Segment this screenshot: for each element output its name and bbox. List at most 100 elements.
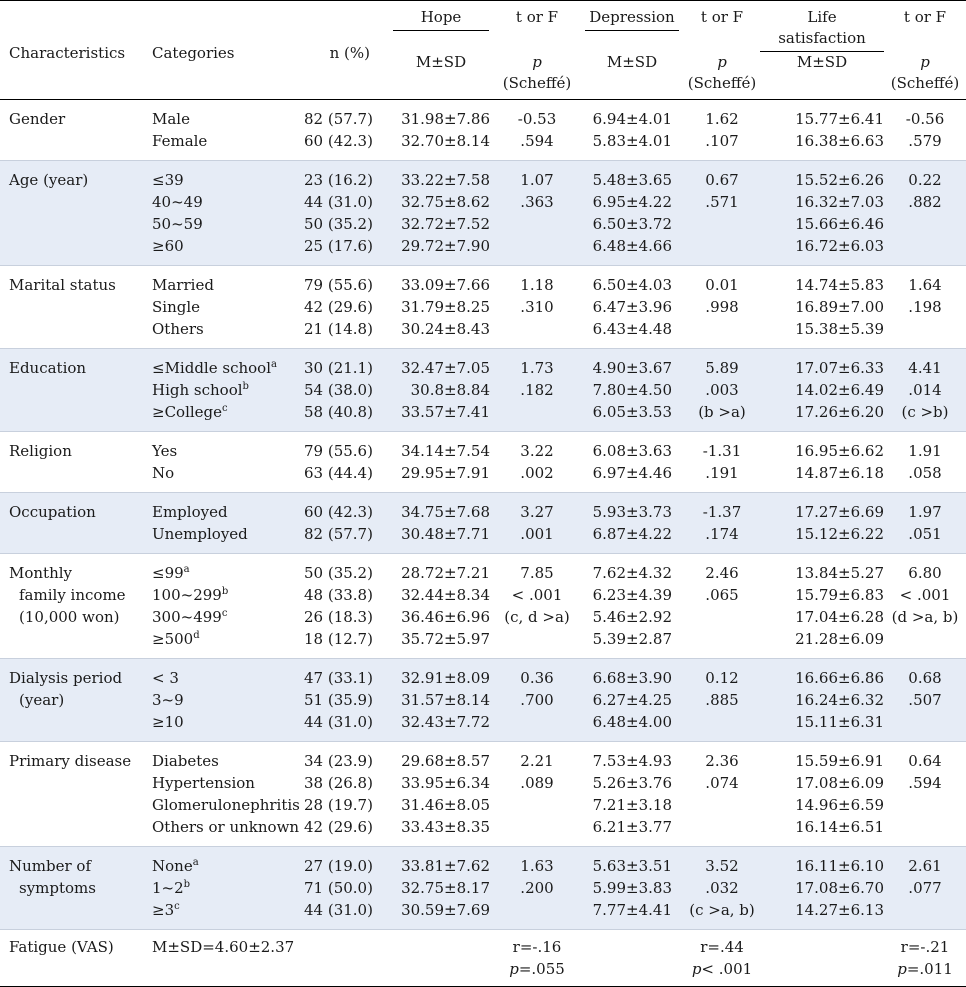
category-label: 100~299b <box>152 586 229 604</box>
n-pct-value: 26 (18.3) <box>304 608 373 626</box>
depression-msd-value: 6.50±3.72 <box>592 215 672 233</box>
depression-msd-value: 6.87±4.22 <box>592 525 672 543</box>
category-label: ≤Middle schoola <box>152 359 277 377</box>
category-label: ≥60 <box>152 237 184 255</box>
hope-test-value: 1.07 <box>520 171 554 189</box>
life-msd-value-cell: 17.27±6.69 15.12±6.22 <box>760 492 884 554</box>
hope-test-value: 3.22 <box>520 442 554 460</box>
n-pct-value: 60 (42.3) <box>304 503 373 521</box>
table-row: Religion Yes No 79 (55.6) 63 (44.4) 34.14±7.5… <box>0 431 966 493</box>
hope-test-value: 1.18 <box>520 276 554 294</box>
life-msd-value: 17.07±6.33 <box>795 359 884 377</box>
depression-test-value-cell: -1.37 .174 <box>684 492 760 554</box>
hope-msd-value: 32.70±8.14 <box>401 132 490 150</box>
life-test-value: 1.64 <box>908 276 942 294</box>
characteristic-label-cell: Dialysis period (year) <box>0 658 142 742</box>
hope-test-value: .363 <box>520 193 554 211</box>
hope-msd-value: 32.72±7.52 <box>401 215 490 233</box>
fatigue-life-r: r=-.21 p=.011 <box>884 929 966 987</box>
table-row: Occupation Employed Unemployed 60 (42.3) 82 … <box>0 492 966 554</box>
category-label: 300~499c <box>152 608 228 626</box>
life-msd-value-cell: 15.77±6.41 16.38±6.63 <box>760 100 884 161</box>
depression-msd-value-cell: 6.68±3.90 6.27±4.25 6.48±4.00 <box>580 658 684 742</box>
category-label: Unemployed <box>152 525 248 543</box>
n-pct-value: 50 (35.2) <box>304 564 373 582</box>
hope-msd-value: 29.72±7.90 <box>401 237 490 255</box>
life-msd-value-cell: 16.95±6.62 14.87±6.18 <box>760 431 884 493</box>
life-msd-value: 14.74±5.83 <box>795 276 884 294</box>
depression-msd-value: 7.77±4.41 <box>592 901 672 919</box>
hope-msd-value: 32.44±8.34 <box>401 586 490 604</box>
life-msd-value-cell: 16.11±6.10 17.08±6.70 14.27±6.13 <box>760 846 884 930</box>
hope-test-value: 3.27 <box>520 503 554 521</box>
hope-msd-value: 34.14±7.54 <box>401 442 490 460</box>
hope-msd-value-cell: 32.47±7.05 30.8±8.84 33.57±7.41 <box>388 348 494 432</box>
hope-test-value: < .001 <box>511 586 563 604</box>
table-row: Gender Male Female 82 (57.7) 60 (42.3) 31.98±… <box>0 100 966 161</box>
life-msd-value: 13.84±5.27 <box>795 564 884 582</box>
life-msd-value: 17.08±6.09 <box>795 774 884 792</box>
life-msd-value: 17.04±6.28 <box>795 608 884 626</box>
life-msd-value: 17.08±6.70 <box>795 879 884 897</box>
depression-test-value: 0.12 <box>705 669 739 687</box>
characteristic-label-cell: Education <box>0 348 142 432</box>
category-label: Others <box>152 320 204 338</box>
table-row: Primary disease Diabetes Hypertension Glome… <box>0 741 966 847</box>
depression-msd-value: 6.95±4.22 <box>592 193 672 211</box>
header-life-t: t or F <box>903 8 947 26</box>
hope-msd-value: 36.46±6.96 <box>401 608 490 626</box>
category-label-cell: Male Female <box>142 100 304 161</box>
category-label: Employed <box>152 503 228 521</box>
life-msd-value-cell: 13.84±5.27 15.79±6.83 17.04±6.28 21.28±6.09 <box>760 553 884 659</box>
life-msd-value: 16.11±6.10 <box>795 857 884 875</box>
life-test-value: 0.68 <box>908 669 942 687</box>
fatigue-hope-empty <box>388 929 494 987</box>
hope-msd-value: 31.98±7.86 <box>401 110 490 128</box>
n-pct-value: 23 (16.2) <box>304 171 373 189</box>
fatigue-msd: M±SD=4.60±2.37 <box>142 929 388 987</box>
life-msd-value: 16.72±6.03 <box>795 237 884 255</box>
life-msd-value: 17.26±6.20 <box>795 403 884 421</box>
category-label: ≥Collegec <box>152 403 228 421</box>
depression-msd-value: 7.80±4.50 <box>592 381 672 399</box>
table-row: Number of symptoms Nonea 1~2b ≥3c 27 (19.0) 71… <box>0 846 966 930</box>
n-pct-value: 48 (33.8) <box>304 586 373 604</box>
hope-test-value: .310 <box>520 298 554 316</box>
life-test-value: (d >a, b) <box>891 608 959 626</box>
hope-msd-value: 32.75±8.17 <box>401 879 490 897</box>
n-pct-value-cell: 34 (23.9) 38 (26.8) 28 (19.7) 42 (29.6) <box>304 741 388 847</box>
hope-msd-value: 29.68±8.57 <box>401 752 490 770</box>
life-msd-value: 17.27±6.69 <box>795 503 884 521</box>
category-label: Glomerulonephritis <box>152 796 300 814</box>
characteristic-label: symptoms <box>19 879 96 897</box>
table-row: Marital status Married Single Others 79 (55.… <box>0 265 966 349</box>
hope-test-value-cell: 3.27 .001 <box>494 492 580 554</box>
depression-msd-value: 5.39±2.87 <box>592 630 672 648</box>
hope-test-value-cell: 1.73 .182 <box>494 348 580 432</box>
hope-msd-value: 32.91±8.09 <box>401 669 490 687</box>
n-pct-value-cell: 79 (55.6) 42 (29.6) 21 (14.8) <box>304 265 388 349</box>
category-label: 40~49 <box>152 193 203 211</box>
characteristic-label: Marital status <box>9 276 116 294</box>
depression-msd-value-cell: 6.50±4.03 6.47±3.96 6.43±4.48 <box>580 265 684 349</box>
characteristic-label-cell: Primary disease <box>0 741 142 847</box>
life-test-value-cell: 1.64 .198 <box>884 265 966 349</box>
characteristic-label-cell: Age (year) <box>0 160 142 266</box>
depression-test-value: .191 <box>705 464 739 482</box>
category-label-cell: Yes No <box>142 431 304 493</box>
hope-msd-value-cell: 32.91±8.09 31.57±8.14 32.43±7.72 <box>388 658 494 742</box>
category-label: ≤99a <box>152 564 190 582</box>
life-msd-value: 16.32±7.03 <box>795 193 884 211</box>
life-msd-value: 15.52±6.26 <box>795 171 884 189</box>
depression-test-value: 1.62 <box>705 110 739 128</box>
n-pct-value-cell: 60 (42.3) 82 (57.7) <box>304 492 388 554</box>
life-msd-value: 15.38±5.39 <box>795 320 884 338</box>
depression-msd-value-cell: 5.93±3.73 6.87±4.22 <box>580 492 684 554</box>
life-msd-value: 15.12±6.22 <box>795 525 884 543</box>
characteristic-label: (year) <box>19 691 65 709</box>
life-msd-value: 16.38±6.63 <box>795 132 884 150</box>
fatigue-dep-r: r=.44 p< .001 <box>684 929 760 987</box>
category-label: ≥3c <box>152 901 180 919</box>
hope-test-value-cell: 7.85 < .001 (c, d >a) <box>494 553 580 659</box>
depression-test-value: .074 <box>705 774 739 792</box>
